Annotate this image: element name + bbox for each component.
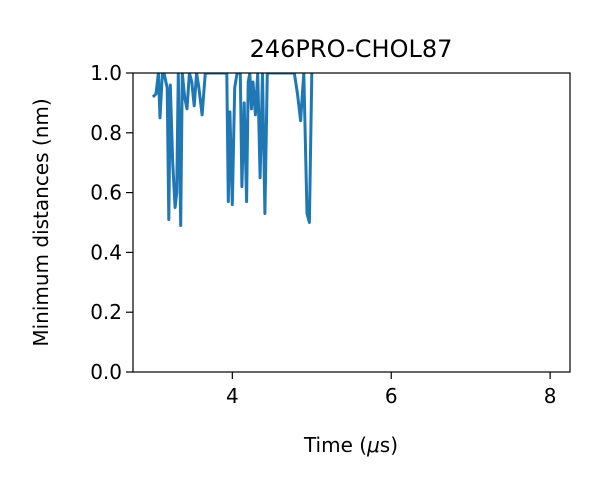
x-tick-label: 6 <box>385 384 398 408</box>
x-tick-label: 4 <box>226 384 239 408</box>
series-line-0 <box>151 73 314 227</box>
x-axis-label-suffix: s) <box>380 433 398 457</box>
x-axis-label: Time (μs) <box>303 433 398 457</box>
plot-frame <box>132 72 571 373</box>
x-axis-label-mu: μ <box>366 433 380 457</box>
y-tick-label: 0.8 <box>90 121 122 145</box>
x-axis-label-prefix: Time ( <box>303 433 367 457</box>
y-tick-label: 0.6 <box>90 181 122 205</box>
y-tick-label: 1.0 <box>90 61 122 85</box>
y-tick-label: 0.2 <box>90 300 122 324</box>
x-axis: 4 6 8 <box>226 372 557 408</box>
y-tick-label: 0.4 <box>90 240 122 264</box>
y-tick-label: 0.0 <box>90 360 122 384</box>
x-tick-label: 8 <box>544 384 557 408</box>
y-axis-label: Minimum distances (nm) <box>29 98 53 346</box>
series-layer <box>151 73 314 227</box>
plot-area <box>132 72 571 373</box>
y-axis: 0.0 0.2 0.4 0.6 0.8 1.0 <box>90 61 133 384</box>
chart-title: 246PRO-CHOL87 <box>250 35 453 63</box>
